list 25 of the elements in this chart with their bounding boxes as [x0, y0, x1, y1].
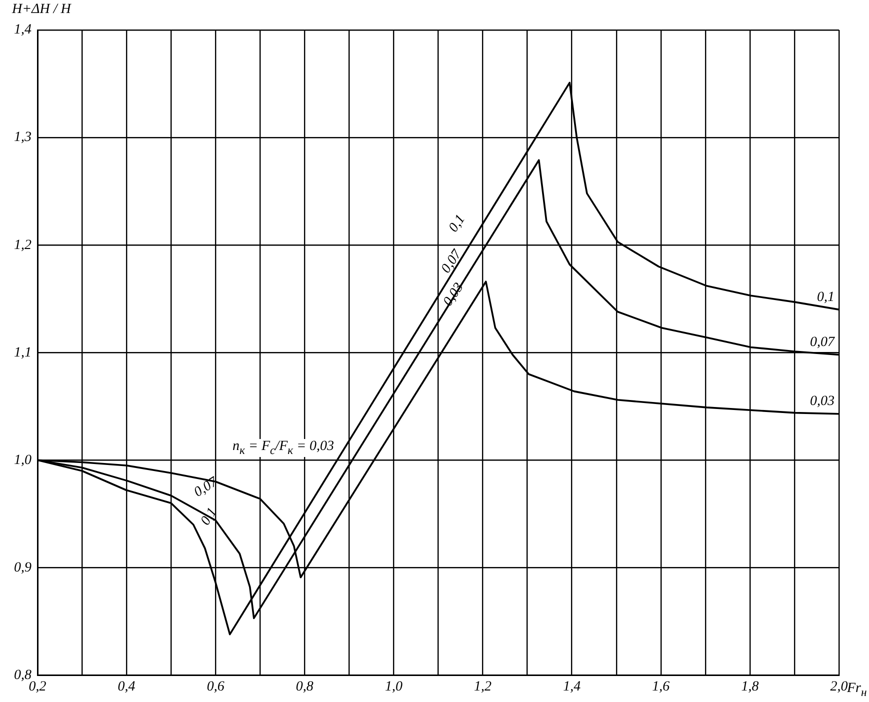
x-tick-label: 0,6: [206, 679, 224, 694]
x-tick-label: 2,0: [830, 679, 848, 694]
x-tick-label: 1,0: [384, 679, 402, 694]
annotation: n$_{к}$ = F$_{с}$/F$_{к}$ = 0,03: [230, 439, 336, 457]
y-tick-label: 1,0: [14, 452, 32, 468]
annotation: 0,03: [810, 394, 834, 410]
x-axis-title: Fr$_{н}$: [847, 681, 867, 699]
x-tick-label: 1,2: [474, 679, 492, 694]
y-tick-label: 0,8: [14, 668, 32, 683]
x-tick-label: 0,4: [118, 679, 136, 694]
y-tick-label: 0,9: [14, 560, 32, 576]
x-tick-label: 0,8: [296, 679, 314, 694]
y-tick-label: 1,3: [14, 130, 32, 146]
annotation: 0,07: [192, 474, 221, 502]
annotation: 0,07: [810, 334, 834, 351]
y-tick-label: 1,2: [14, 238, 32, 253]
annotation: 0,1: [446, 212, 470, 236]
x-tick-label: 1,6: [652, 679, 670, 694]
series-label: 0,1: [817, 290, 834, 306]
y-tick-label: 1,1: [14, 345, 32, 360]
y-axis-title: H+ΔH / H: [12, 2, 71, 18]
x-tick-label: 0,2: [28, 679, 46, 694]
y-tick-label: 1,4: [14, 22, 32, 38]
x-tick-label: 1,4: [563, 679, 581, 694]
x-tick-label: 1,8: [741, 679, 759, 694]
